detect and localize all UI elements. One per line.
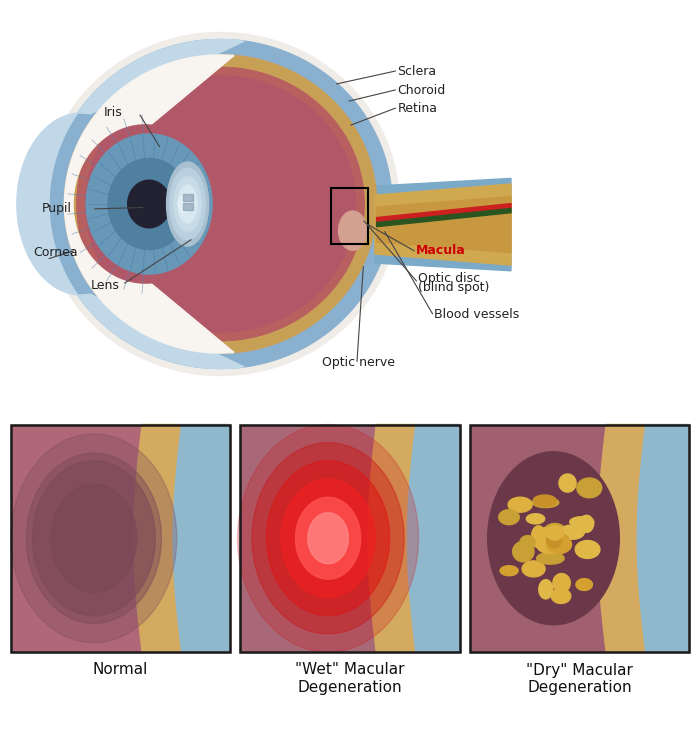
Polygon shape <box>377 209 511 227</box>
Polygon shape <box>488 452 620 625</box>
Polygon shape <box>237 425 419 652</box>
Polygon shape <box>240 425 460 652</box>
Polygon shape <box>547 535 571 553</box>
Polygon shape <box>537 528 557 539</box>
Polygon shape <box>134 425 181 652</box>
Polygon shape <box>86 134 212 274</box>
Polygon shape <box>42 32 399 375</box>
Polygon shape <box>173 425 230 652</box>
Polygon shape <box>127 181 171 228</box>
Polygon shape <box>522 561 545 577</box>
Polygon shape <box>85 76 356 332</box>
Polygon shape <box>575 540 600 559</box>
Polygon shape <box>576 579 592 590</box>
Text: "Wet" Macular
Degeneration: "Wet" Macular Degeneration <box>295 663 405 695</box>
Text: Optic disc: Optic disc <box>418 273 480 285</box>
Polygon shape <box>11 434 177 643</box>
Polygon shape <box>559 474 576 492</box>
Polygon shape <box>85 76 356 332</box>
Polygon shape <box>508 497 532 512</box>
Polygon shape <box>537 538 564 553</box>
Polygon shape <box>170 168 206 240</box>
Text: Sclera: Sclera <box>398 65 437 78</box>
Text: Normal: Normal <box>92 663 148 677</box>
Text: Optic nerve: Optic nerve <box>322 356 395 368</box>
Bar <box>10 425 230 652</box>
Polygon shape <box>570 517 594 527</box>
Polygon shape <box>167 162 209 246</box>
Polygon shape <box>178 195 190 212</box>
Text: Iris: Iris <box>104 107 122 119</box>
Text: Cornea: Cornea <box>34 246 78 259</box>
Text: Blood vessels: Blood vessels <box>434 308 519 321</box>
Polygon shape <box>339 211 367 251</box>
Polygon shape <box>368 425 416 652</box>
Polygon shape <box>553 573 570 593</box>
Polygon shape <box>533 497 559 508</box>
Polygon shape <box>27 453 162 624</box>
Polygon shape <box>267 461 390 615</box>
Polygon shape <box>500 566 518 576</box>
Polygon shape <box>377 203 511 222</box>
Polygon shape <box>308 513 349 564</box>
Polygon shape <box>498 510 519 525</box>
Polygon shape <box>537 553 564 564</box>
Bar <box>240 425 460 652</box>
Polygon shape <box>560 525 584 539</box>
Polygon shape <box>77 68 364 340</box>
Polygon shape <box>539 580 553 599</box>
Polygon shape <box>598 425 645 652</box>
Polygon shape <box>407 425 460 652</box>
Text: (blind spot): (blind spot) <box>418 282 489 295</box>
Polygon shape <box>533 495 556 506</box>
Polygon shape <box>252 443 404 634</box>
Polygon shape <box>375 184 511 265</box>
Polygon shape <box>531 534 559 549</box>
Polygon shape <box>546 525 564 540</box>
Polygon shape <box>64 55 377 353</box>
Polygon shape <box>470 425 690 652</box>
Polygon shape <box>547 532 562 548</box>
Bar <box>470 425 690 652</box>
Polygon shape <box>183 195 193 201</box>
Polygon shape <box>580 515 594 532</box>
Polygon shape <box>64 55 234 353</box>
Bar <box>331 188 368 244</box>
Text: Lens: Lens <box>91 279 120 293</box>
Polygon shape <box>531 525 545 547</box>
Polygon shape <box>512 542 534 562</box>
Polygon shape <box>520 536 535 550</box>
Polygon shape <box>536 535 563 546</box>
Polygon shape <box>637 425 690 652</box>
Polygon shape <box>545 534 568 545</box>
Polygon shape <box>51 484 136 593</box>
Polygon shape <box>178 185 197 223</box>
Polygon shape <box>281 479 375 598</box>
Polygon shape <box>77 68 364 340</box>
Polygon shape <box>183 203 193 209</box>
Text: Choroid: Choroid <box>398 84 446 97</box>
Polygon shape <box>108 158 190 250</box>
Polygon shape <box>526 514 545 524</box>
Polygon shape <box>377 197 511 253</box>
Text: Pupil: Pupil <box>42 203 72 215</box>
Polygon shape <box>375 178 511 270</box>
Polygon shape <box>547 529 564 541</box>
Polygon shape <box>548 532 561 553</box>
Polygon shape <box>542 523 567 544</box>
Polygon shape <box>10 425 230 652</box>
Text: "Dry" Macular
Degeneration: "Dry" Macular Degeneration <box>526 663 634 695</box>
Polygon shape <box>32 461 155 615</box>
Polygon shape <box>17 40 244 368</box>
Text: Retina: Retina <box>398 102 438 115</box>
Text: Macula: Macula <box>416 245 466 257</box>
Polygon shape <box>49 40 392 368</box>
Polygon shape <box>552 589 570 604</box>
Polygon shape <box>295 497 360 579</box>
Polygon shape <box>174 177 202 231</box>
Polygon shape <box>577 478 602 497</box>
